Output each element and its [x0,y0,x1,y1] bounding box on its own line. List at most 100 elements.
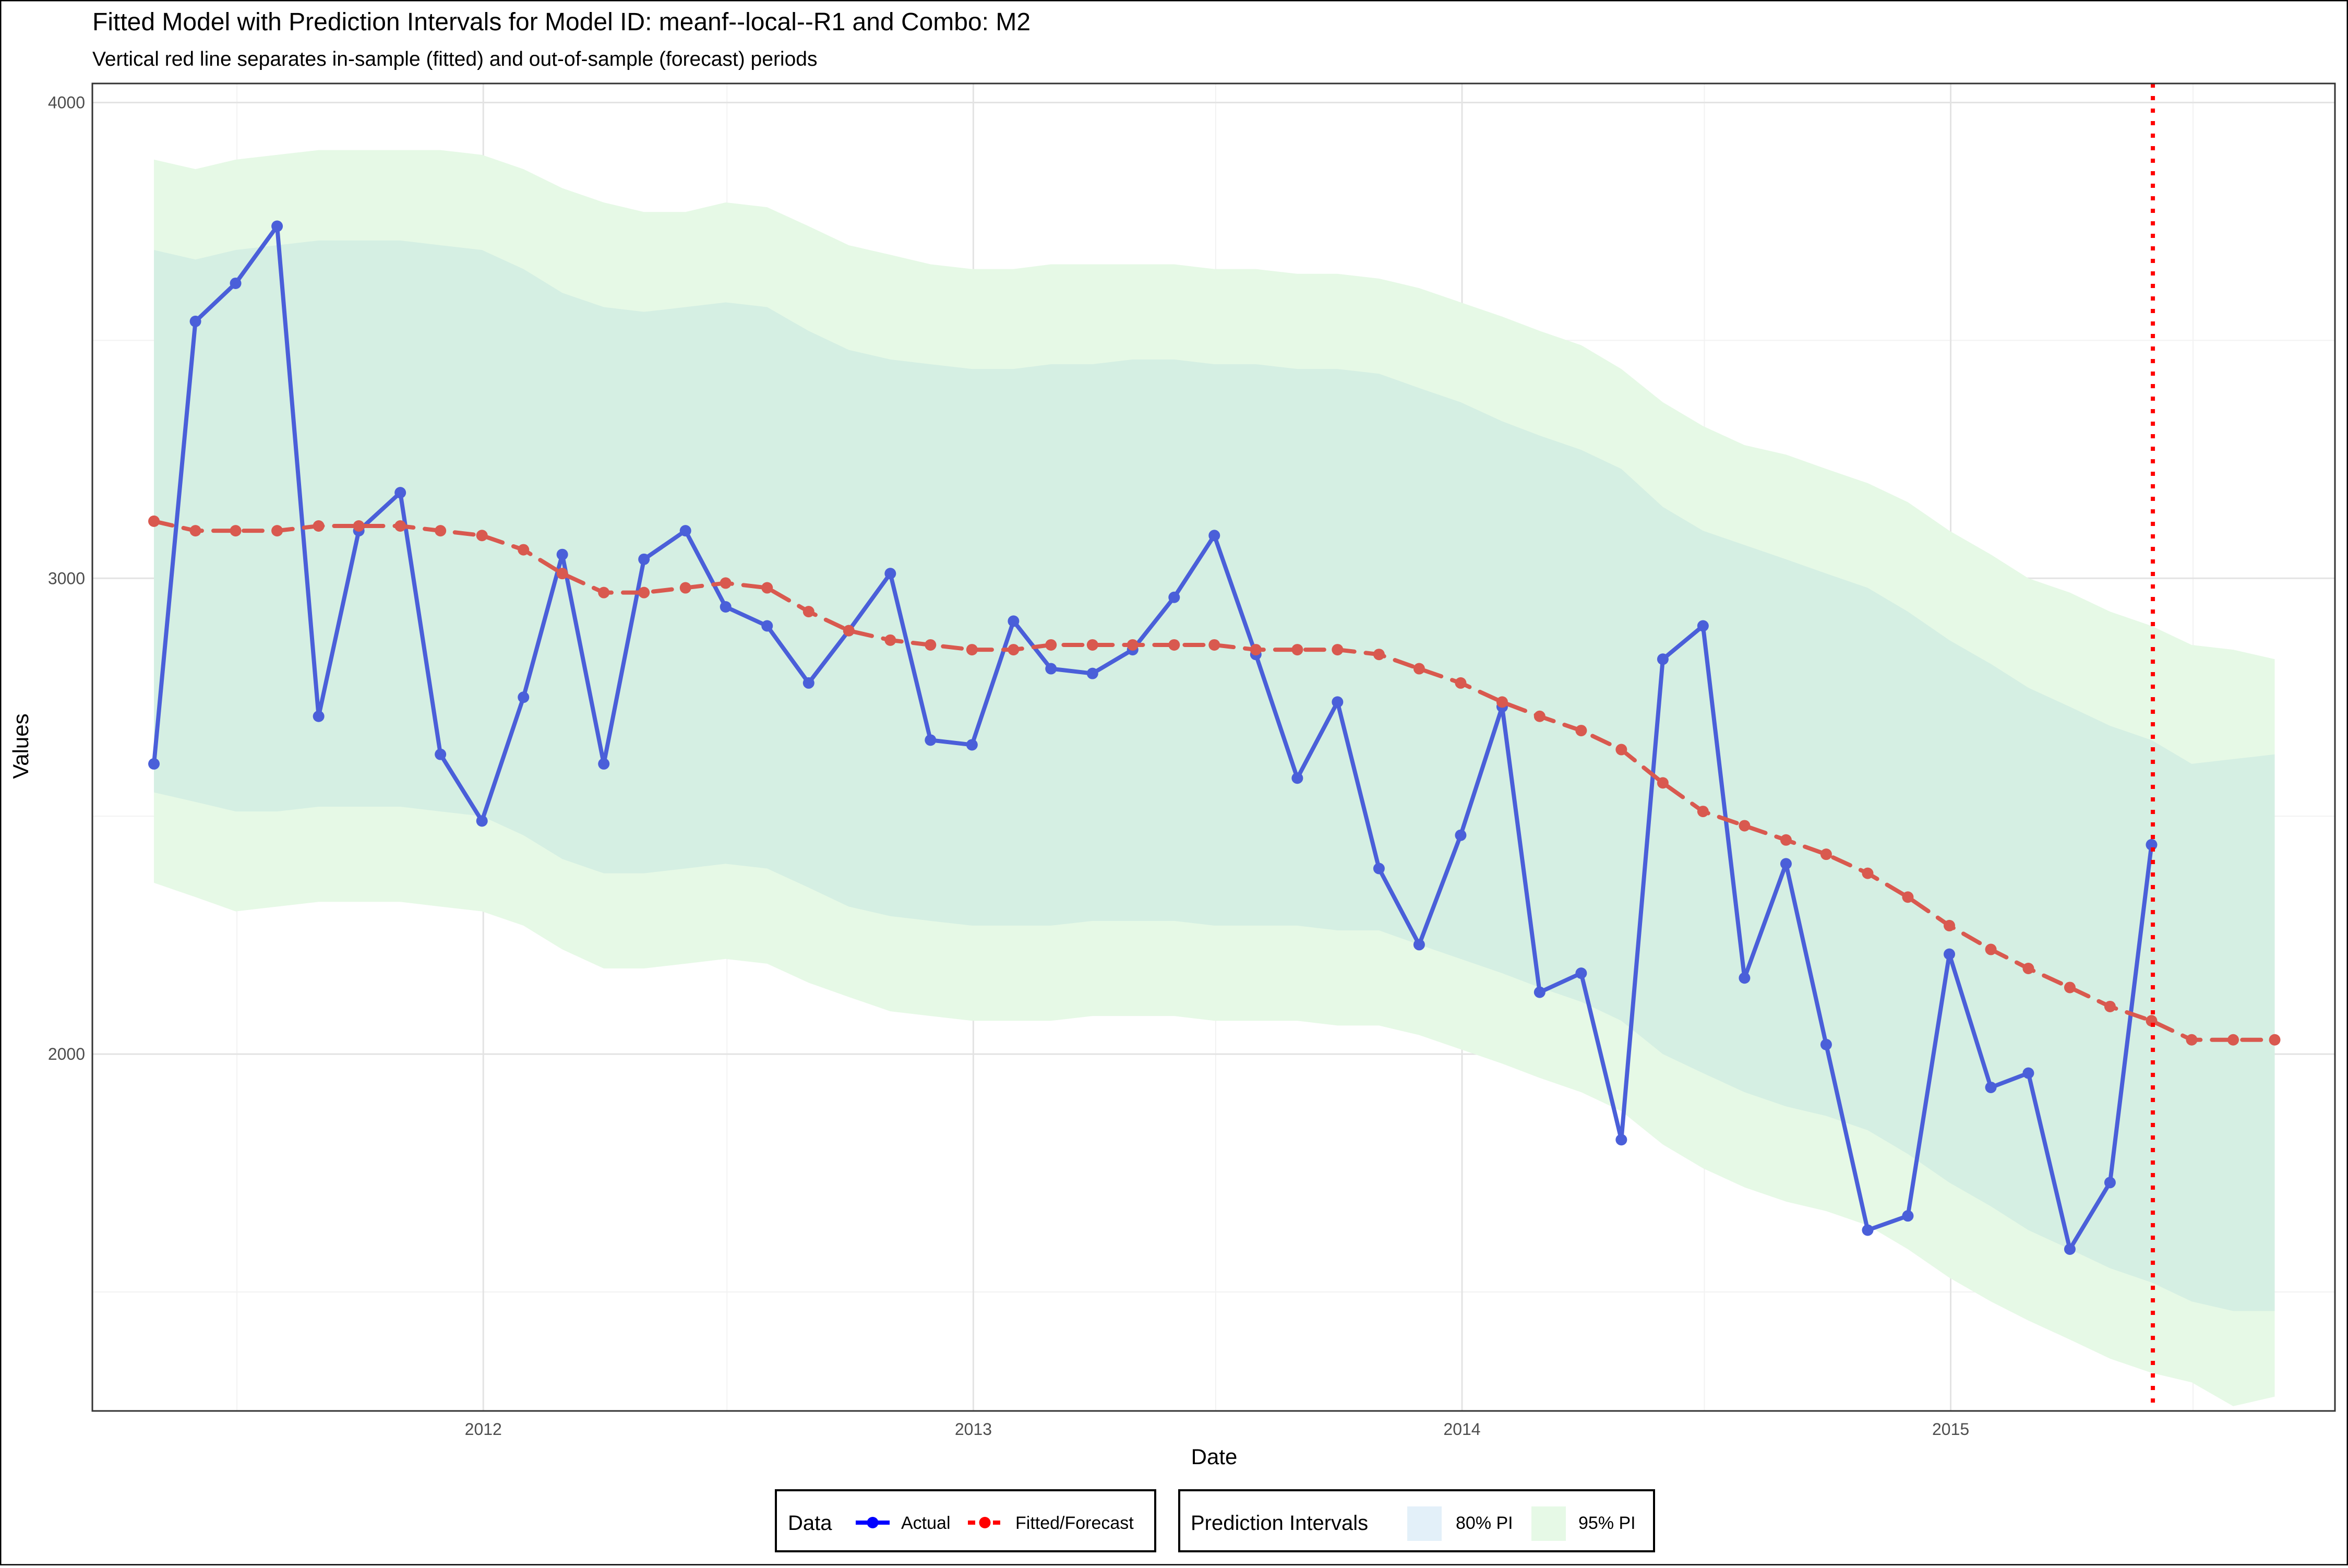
series-point-fitted-forecast [1086,639,1098,651]
series-point-fitted-forecast [394,520,406,532]
series-point-fitted-forecast [638,586,650,599]
series-point-fitted-forecast [966,644,978,656]
legend-key-swatch [1407,1506,1442,1541]
series-point-actual [1739,972,1751,984]
series-point-fitted-forecast [1739,820,1751,832]
series-point-actual [556,548,568,560]
series-point-actual [189,315,201,327]
series-point-fitted-forecast [1373,649,1385,661]
series-point-actual [1697,620,1709,632]
series-point-fitted-forecast [476,530,488,542]
series-point-fitted-forecast [1127,639,1139,651]
series-line-actual [152,224,2154,1251]
series-point-fitted-forecast [2022,963,2034,974]
series-point-actual [1534,986,1546,998]
series-point-actual [679,525,691,537]
series-point-actual [720,601,732,613]
series-point-fitted-forecast [1413,663,1425,675]
series-point-fitted-forecast [2104,1000,2116,1012]
series-point-fitted-forecast [802,606,814,618]
series-point-actual [313,710,325,722]
series-point-fitted-forecast [1575,725,1587,737]
series-point-fitted-forecast [1496,696,1508,708]
series-point-actual [1168,591,1180,603]
series-point-fitted-forecast [1657,777,1669,789]
legend-key-point [867,1517,879,1528]
series-point-fitted-forecast [1862,867,1874,879]
series-point-actual [1045,663,1057,675]
series-point-actual [230,277,242,289]
series-point-actual [1291,772,1303,784]
series-point-fitted-forecast [1820,848,1832,860]
plot-area: 2012 2013 2014 2015 2000 3000 4000 [48,82,2336,1439]
series-point-fitted-forecast [148,515,160,527]
series-point-fitted-forecast [1615,744,1627,756]
series-point-actual [2104,1177,2116,1189]
series-point-fitted-forecast [1455,677,1467,689]
series-point-fitted-forecast [271,525,283,537]
series-point-fitted-forecast [556,568,568,580]
series-point-fitted-forecast [518,544,530,556]
series-point-actual [1985,1081,1997,1093]
y-tick-label: 3000 [48,569,85,588]
series-point-fitted-forecast [1045,639,1057,651]
series-point-actual [598,758,610,770]
series-point-fitted-forecast [2227,1034,2239,1046]
series-point-fitted-forecast [884,634,896,646]
chart-subtitle: Vertical red line separates in-sample (f… [92,48,817,70]
series-point-fitted-forecast [230,525,242,537]
series-point-fitted-forecast [1208,639,1220,651]
series-point-fitted-forecast [2269,1034,2281,1046]
series-point-actual [1086,667,1098,679]
interval-band-80pi [154,240,2275,1311]
y-tick-label: 4000 [48,93,85,112]
legend-key-swatch [1531,1506,1566,1541]
series-point-fitted-forecast [1902,891,1914,903]
series-point-fitted-forecast [1250,644,1262,656]
series-point-fitted-forecast [2186,1034,2198,1046]
series-point-actual [1373,863,1385,875]
legend-title-intervals: Prediction Intervals [1191,1512,1368,1535]
series-point-fitted-forecast [761,582,773,594]
series-point-actual [1902,1210,1914,1222]
series-point-actual [1862,1224,1874,1236]
series-point-fitted-forecast [313,520,325,532]
x-axis-label: Date [1191,1444,1238,1469]
series-point-fitted-forecast [843,625,855,637]
series-point-fitted-forecast [353,520,365,532]
x-tick-label: 2015 [1932,1420,1969,1439]
series-point-actual [1455,829,1467,841]
series-point-actual [925,734,937,746]
series-point-actual [1008,615,1020,627]
series-point-fitted-forecast [1168,639,1180,651]
series-point-actual [638,553,650,565]
x-tick-label: 2012 [465,1420,502,1439]
series-point-actual [1944,948,1956,960]
legend-title-data: Data [788,1512,832,1535]
series-point-fitted-forecast [679,582,691,594]
x-tick-label: 2013 [955,1420,992,1439]
series-point-actual [1615,1134,1627,1146]
legend-label: 95% PI [1578,1513,1636,1533]
y-tick-label: 2000 [48,1045,85,1063]
series-point-actual [1575,967,1587,979]
series-point-actual [435,748,447,760]
series-point-fitted-forecast [1291,644,1303,656]
series-point-fitted-forecast [2064,982,2076,994]
series-point-actual [884,568,896,580]
legend-key-point [979,1517,991,1528]
series-point-actual [1332,696,1344,708]
series-point-actual [761,620,773,632]
legend-label: Fitted/Forecast [1015,1513,1134,1533]
y-axis-label: Values [8,713,33,779]
legend-label: Actual [901,1513,951,1533]
series-point-actual [1780,858,1792,870]
series-point-actual [802,677,814,689]
series-point-fitted-forecast [1985,943,1997,955]
series-point-actual [1820,1038,1832,1050]
legend-box-data [775,1489,1156,1552]
x-tick-label: 2014 [1443,1420,1480,1439]
